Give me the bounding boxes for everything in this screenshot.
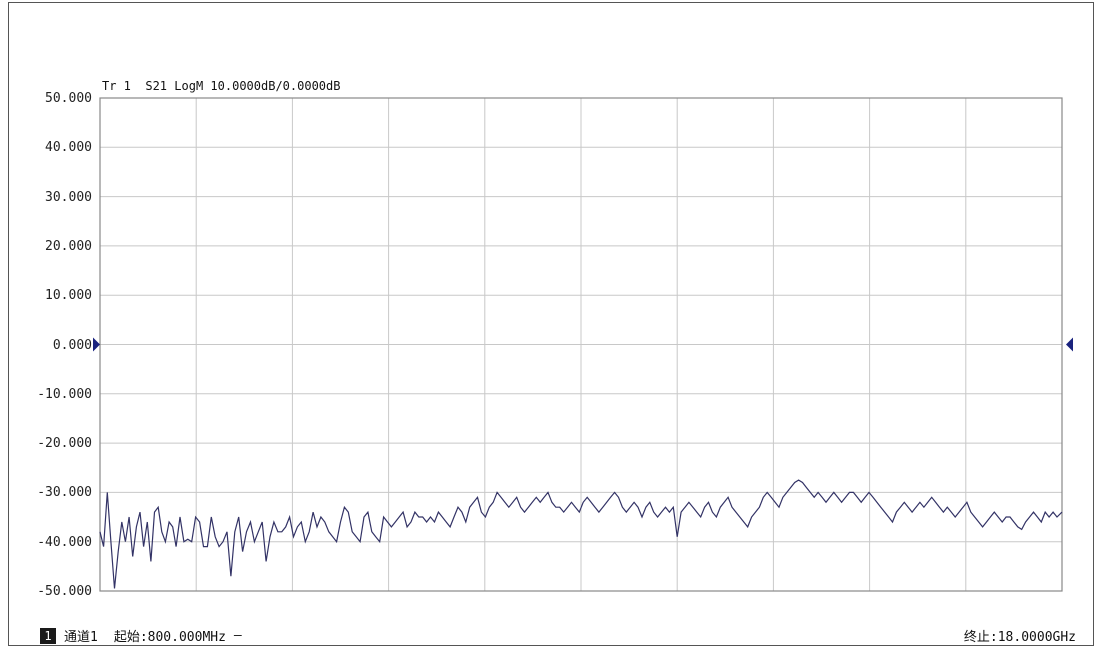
- y-tick-label: 0.000: [52, 337, 92, 353]
- reference-marker-right[interactable]: [1066, 337, 1073, 352]
- trace-line: [99, 479, 1063, 589]
- dash-indicator: —: [233, 628, 242, 643]
- channel-label[interactable]: 通道1: [64, 630, 98, 645]
- trace-scale: 10.0000dB/0.0000dB: [210, 79, 341, 93]
- channel-footer: 1 通道1 起始:800.000MHz —: [40, 626, 242, 645]
- y-tick-label: 20.000: [45, 238, 92, 254]
- trace-id: Tr 1: [102, 79, 131, 93]
- y-tick-label: -10.000: [37, 386, 92, 402]
- stop-frequency[interactable]: 终止:18.0000GHz: [963, 630, 1076, 645]
- channel-number-badge[interactable]: 1: [40, 627, 56, 644]
- y-tick-label: -50.000: [37, 584, 92, 599]
- y-tick-label: 30.000: [45, 189, 92, 205]
- y-tick-label: -40.000: [37, 534, 92, 550]
- y-tick-label: -30.000: [37, 485, 92, 501]
- y-tick-label: 10.000: [45, 288, 92, 304]
- trace-header[interactable]: Tr 1 S21 LogM 10.0000dB/0.0000dB: [102, 79, 340, 93]
- trace-format: LogM: [174, 79, 204, 93]
- trace-param: S21: [145, 79, 168, 93]
- y-tick-label: 50.000: [45, 91, 92, 106]
- grid: [100, 98, 1062, 591]
- instrument-frame: [8, 2, 1094, 646]
- y-tick-label: 40.000: [45, 140, 92, 156]
- start-frequency[interactable]: 起始:800.000MHz: [113, 630, 226, 645]
- y-tick-label: -20.000: [37, 436, 92, 452]
- reference-marker-left: [93, 337, 100, 352]
